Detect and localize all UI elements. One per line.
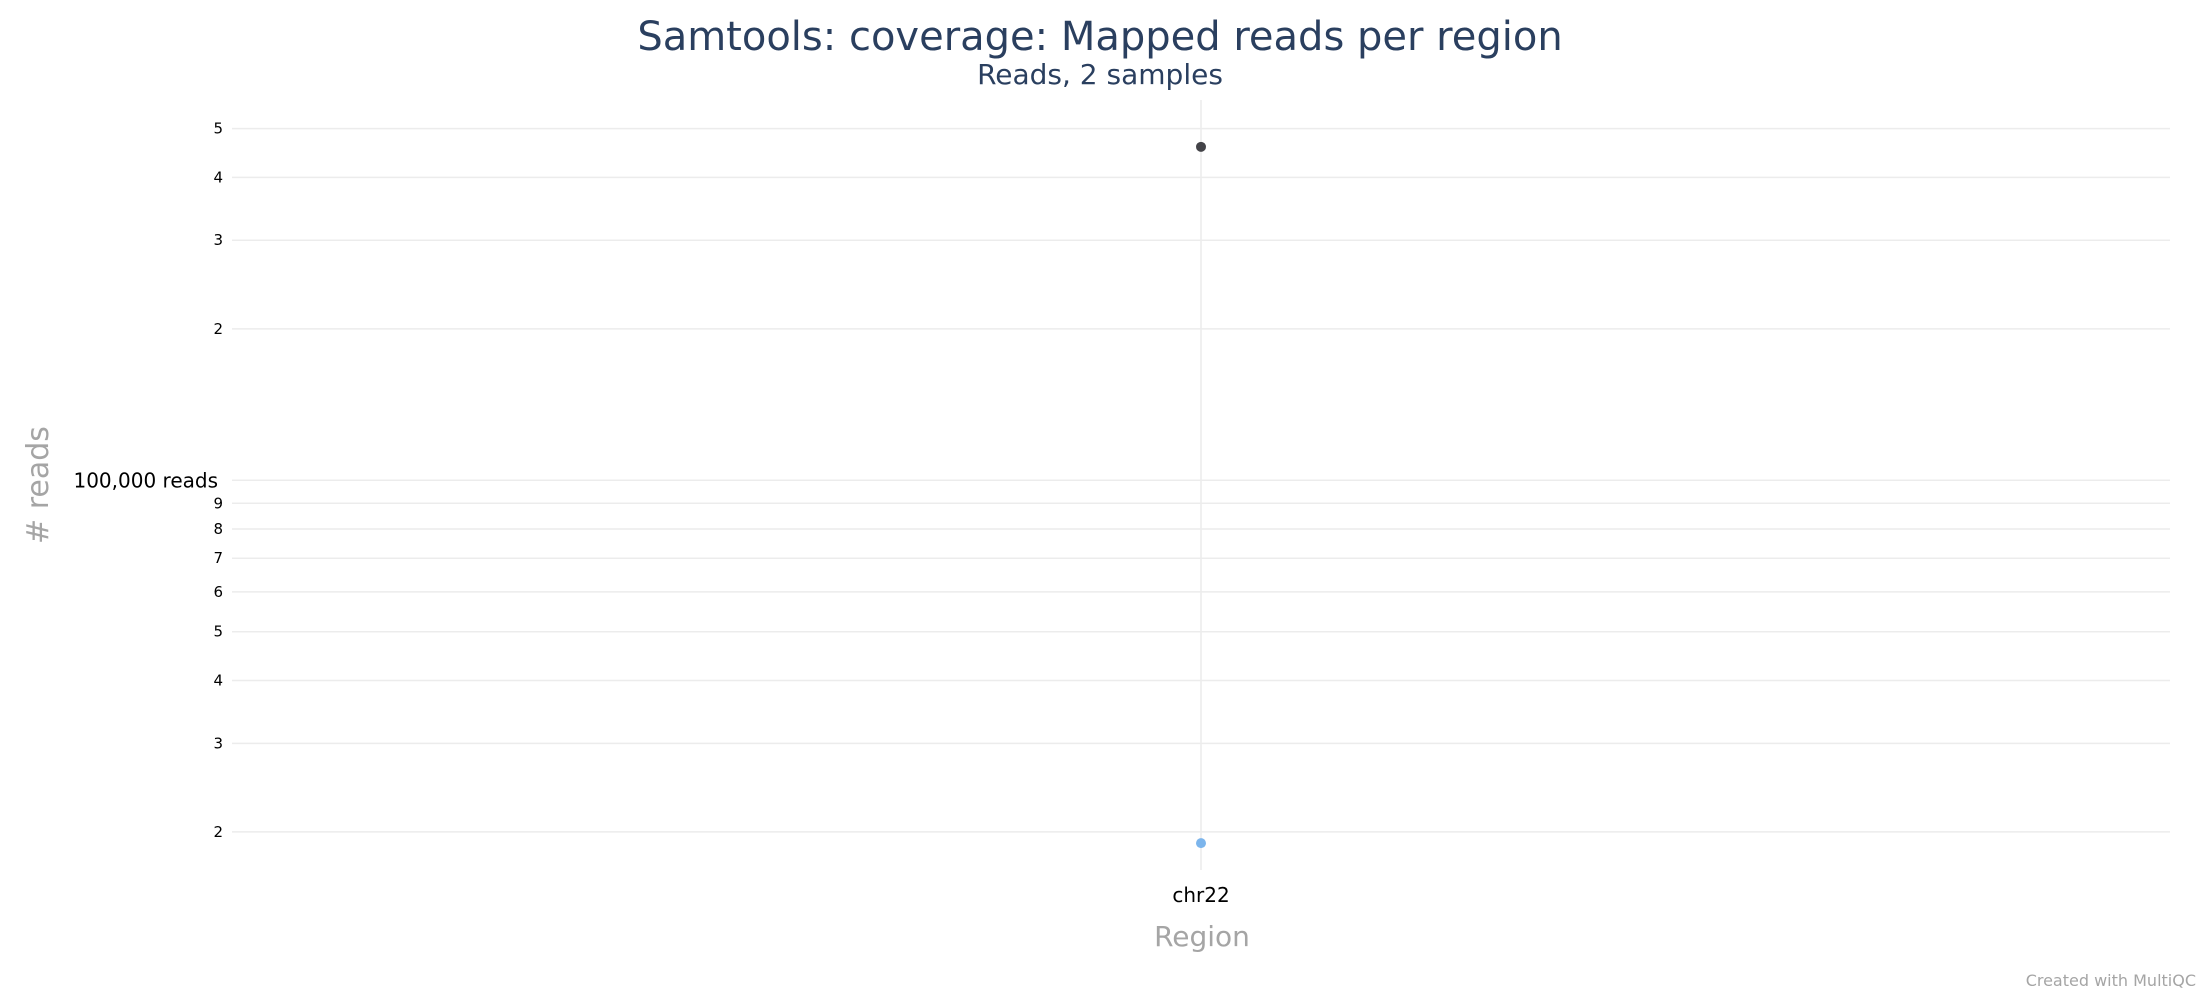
y-major-tick-label: 100,000 reads [73, 468, 218, 492]
y-minor-tick-label: 2 [213, 320, 223, 338]
y-minor-tick-label: 3 [213, 734, 223, 752]
x-axis-title: Region [1154, 920, 1250, 953]
y-minor-tick-label: 3 [213, 231, 223, 249]
chart-subtitle: Reads, 2 samples [977, 58, 1223, 91]
x-tick-label: chr22 [1172, 883, 1229, 907]
y-minor-tick-label: 5 [213, 623, 223, 641]
y-minor-tick-label: 4 [213, 168, 223, 186]
y-axis-title: # reads [21, 426, 56, 544]
credit-text: Created with MultiQC [2026, 971, 2196, 990]
chart-title: Samtools: coverage: Mapped reads per reg… [637, 14, 1562, 60]
y-axis-ticks: 2 3 4 5 6 7 8 9 2 3 4 5 100,000 reads [73, 120, 223, 841]
y-minor-tick-label: 6 [213, 583, 223, 601]
y-minor-tick-label: 7 [213, 549, 223, 567]
y-minor-tick-label: 5 [213, 120, 223, 138]
y-minor-tick-label: 2 [213, 823, 223, 841]
data-point[interactable] [1196, 838, 1206, 849]
y-minor-tick-label: 8 [213, 520, 223, 538]
x-axis: chr22 [1172, 100, 1230, 907]
data-points[interactable] [1196, 141, 1206, 849]
data-point[interactable] [1196, 141, 1206, 152]
y-minor-tick-label: 9 [213, 494, 223, 512]
y-minor-tick-label: 4 [213, 671, 223, 689]
